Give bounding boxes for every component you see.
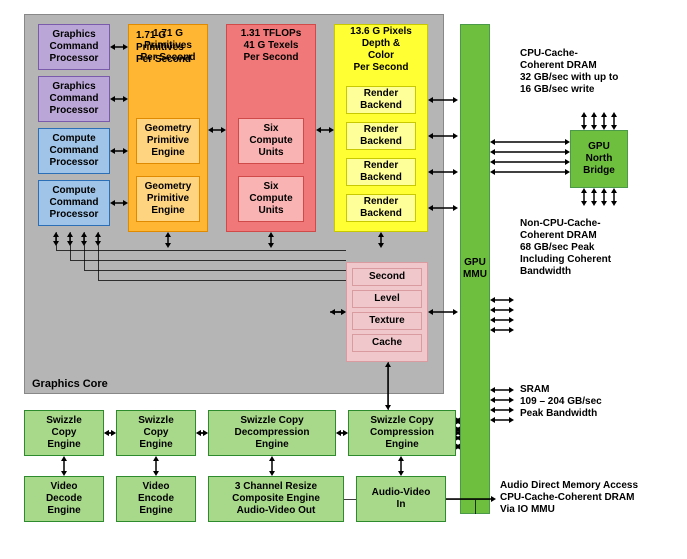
orange-inner-0: GeometryPrimitiveEngine <box>136 118 200 164</box>
proc-run-1 <box>70 260 348 263</box>
text-sram: SRAM109 – 204 GB/secPeak Bandwidth <box>520 384 602 420</box>
proc-to-orange-2 <box>110 147 128 155</box>
proc-to-orange-1 <box>110 95 128 103</box>
orange-inner-1: GeometryPrimitiveEngine <box>136 176 200 222</box>
proc-run-3 <box>98 280 348 283</box>
swizzle-3: Swizzle CopyCompressionEngine <box>348 410 456 456</box>
north-bottom-2 <box>600 188 608 206</box>
block-down-2 <box>377 232 385 248</box>
text-non-cpu: Non-CPU-Cache-Coherent DRAM68 GB/sec Pea… <box>520 218 611 278</box>
proc-run-2 <box>84 270 348 273</box>
red-inner-0: SixComputeUnits <box>238 118 304 164</box>
mmu-bot <box>475 500 478 516</box>
mmu-sram-2 <box>490 406 514 414</box>
proc-up-1 <box>66 232 74 246</box>
sw-bot-1 <box>152 456 160 476</box>
bottom-2: 3 Channel ResizeComposite EngineAudio-Vi… <box>208 476 344 522</box>
yellow-inner-0: RenderBackend <box>346 86 416 114</box>
sw3-mmu-3 <box>456 443 460 451</box>
proc-up-0 <box>52 232 60 246</box>
red-title: 1.31 TFLOPs41 G TexelsPer Second <box>226 28 316 64</box>
bottom-3: Audio-VideoIn <box>356 476 446 522</box>
mmu-north-3 <box>490 168 570 176</box>
processor-1: GraphicsCommandProcessor <box>38 76 110 122</box>
yellow-title: 13.6 G PixelsDepth &ColorPer Second <box>334 26 428 74</box>
sw-bot-2 <box>268 456 276 476</box>
processor-0: GraphicsCommandProcessor <box>38 24 110 70</box>
graphics-core-label: Graphics Core <box>32 378 108 391</box>
orange-title: 1.71 GPrimitivesPer Second <box>128 28 208 64</box>
proc-to-orange-0 <box>110 43 128 51</box>
north-top-1 <box>590 112 598 130</box>
sw-link-2 <box>336 429 348 437</box>
gpu-north-bridge: GPUNorthBridge <box>570 130 628 188</box>
mmu-north-2 <box>490 158 570 166</box>
mmu-noncpu-2 <box>490 316 514 324</box>
north-top-3 <box>610 112 618 130</box>
orange-red <box>208 126 226 134</box>
rb-to-bus-3 <box>428 204 458 212</box>
block-down-1 <box>267 232 275 248</box>
avin-up <box>397 456 405 476</box>
yellow-inner-3: RenderBackend <box>346 194 416 222</box>
proc-up-2 <box>80 232 88 246</box>
mmu-north-0 <box>490 138 570 146</box>
bot-link-23 <box>344 499 358 502</box>
sw-link-0 <box>104 429 116 437</box>
north-bottom-1 <box>590 188 598 206</box>
cache-to-bus <box>428 308 458 316</box>
mmu-noncpu-3 <box>490 326 514 334</box>
rb-to-bus-2 <box>428 168 458 176</box>
red-inner-1: SixComputeUnits <box>238 176 304 222</box>
sw3-mmu-1 <box>456 425 460 433</box>
north-bottom-3 <box>610 188 618 206</box>
proc-up-3 <box>94 232 102 246</box>
rb-to-bus-1 <box>428 132 458 140</box>
text-cpu-cache: CPU-Cache-Coherent DRAM32 GB/sec with up… <box>520 48 618 96</box>
yellow-inner-1: RenderBackend <box>346 122 416 150</box>
swizzle-2: Swizzle CopyDecompressionEngine <box>208 410 336 456</box>
gpu-mmu: GPUMMU <box>460 24 490 514</box>
bottom-1: VideoEncodeEngine <box>116 476 196 522</box>
cache-row-3: Cache <box>352 334 422 352</box>
north-bottom-0 <box>580 188 588 206</box>
cache-row-0: Second <box>352 268 422 286</box>
swizzle-1: SwizzleCopyEngine <box>116 410 196 456</box>
mmu-noncpu-0 <box>490 296 514 304</box>
sw3-mmu-2 <box>456 434 460 442</box>
text-audio: Audio Direct Memory AccessCPU-Cache-Cohe… <box>500 480 638 516</box>
mmu-noncpu-1 <box>490 306 514 314</box>
cache-row-2: Texture <box>352 312 422 330</box>
mmu-north-1 <box>490 148 570 156</box>
cache-row-1: Level <box>352 290 422 308</box>
red-yellow <box>316 126 334 134</box>
proc-to-orange-3 <box>110 199 128 207</box>
sw-bot-0 <box>60 456 68 476</box>
north-top-0 <box>580 112 588 130</box>
swizzle-0: SwizzleCopyEngine <box>24 410 104 456</box>
processor-3: ComputeCommandProcessor <box>38 180 110 226</box>
bus-cache-d <box>330 308 346 316</box>
block-down-0 <box>164 232 172 248</box>
bottom-0: VideoDecodeEngine <box>24 476 104 522</box>
north-top-2 <box>600 112 608 130</box>
rb-to-bus-0 <box>428 96 458 104</box>
processor-2: ComputeCommandProcessor <box>38 128 110 174</box>
cache-down-a <box>384 362 392 410</box>
mmu-sram-0 <box>490 386 514 394</box>
mmu-sram-1 <box>490 396 514 404</box>
sw-link-1 <box>196 429 208 437</box>
sw3-mmu-0 <box>456 416 460 424</box>
yellow-inner-2: RenderBackend <box>346 158 416 186</box>
mmu-sram-3 <box>490 416 514 424</box>
bot-arrow <box>446 495 496 503</box>
